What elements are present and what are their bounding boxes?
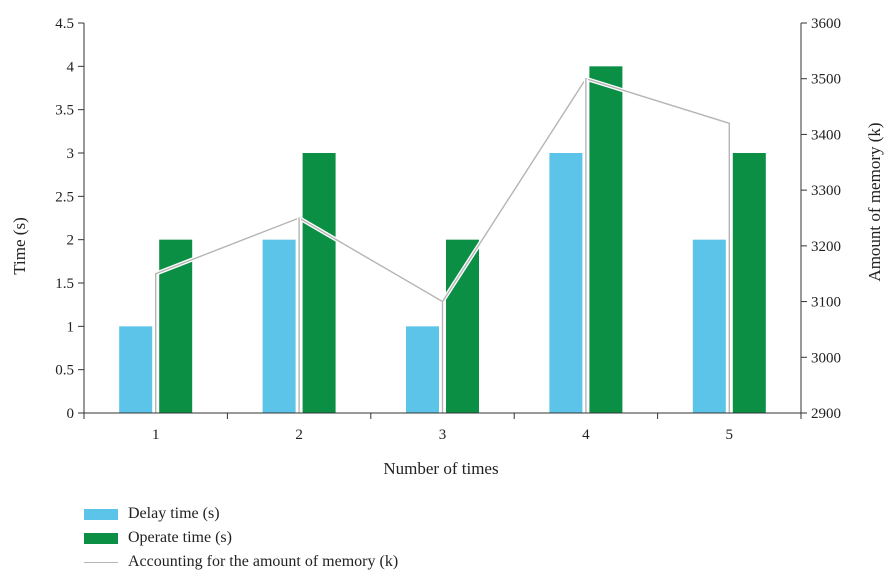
y-tick-label: 3 [67, 146, 75, 162]
y-axis-label: Time (s) [10, 217, 29, 274]
y-tick-label: 1 [67, 319, 75, 335]
axes-layer: 0 0.5 1 1.5 2 2.5 3 3.5 4 4.5 2900 3000 3100 3200 3300… [55, 16, 841, 443]
legend-label-delay: Delay time (s) [128, 505, 220, 522]
y2-tick-label: 3000 [811, 350, 841, 366]
y2-tick-label: 3300 [811, 183, 841, 199]
y-tick-label: 1.5 [55, 276, 74, 292]
legend-swatch-delay [84, 508, 118, 520]
x-tick-label: 4 [582, 427, 590, 443]
x-tick-label: 5 [726, 427, 734, 443]
legend-swatch-memory [84, 561, 118, 563]
legend-item-delay: Delay time (s) [84, 502, 398, 526]
y2-tick-label: 3500 [811, 72, 841, 88]
bar-layer [119, 66, 766, 413]
y-tick-label: 4.5 [55, 16, 74, 32]
y-tick-label: 4 [67, 59, 75, 75]
y2-tick-label: 3400 [811, 127, 841, 143]
x-tick-label: 2 [295, 427, 303, 443]
bar-delay-3 [406, 326, 439, 413]
y-tick-label: 3.5 [55, 103, 74, 119]
bar-delay-4 [549, 153, 583, 413]
x-tick-label: 3 [439, 427, 447, 443]
bar-delay-5 [692, 239, 726, 413]
x-axis-label: Number of times [383, 459, 498, 478]
y2-tick-label: 3600 [811, 16, 841, 32]
line-layer [153, 76, 732, 413]
y2-tick-label: 3200 [811, 239, 841, 255]
y-tick-label: 0.5 [55, 363, 74, 379]
y2-tick-label: 3100 [811, 295, 841, 311]
y-tick-label: 0 [67, 406, 75, 422]
legend-item-memory: Accounting for the amount of memory (k) [84, 550, 398, 574]
bar-operate-5 [732, 153, 766, 413]
y-tick-label: 2 [67, 233, 75, 249]
bar-delay-1 [119, 326, 153, 413]
bar-operate-4 [589, 66, 623, 413]
memory-line [155, 77, 730, 413]
y-tick-label: 2.5 [55, 189, 74, 205]
bar-operate-3 [446, 239, 479, 413]
legend: Delay time (s) Operate time (s) Accounti… [84, 502, 398, 574]
x-tick-label: 1 [152, 427, 160, 443]
bar-delay-2 [262, 239, 296, 413]
legend-item-operate: Operate time (s) [84, 526, 398, 550]
y2-tick-label: 2900 [811, 406, 841, 422]
bar-operate-2 [302, 153, 336, 413]
legend-label-operate: Operate time (s) [128, 529, 232, 546]
legend-swatch-operate [84, 532, 118, 544]
y2-axis-label: Amount of memory (k) [865, 122, 884, 281]
legend-label-memory: Accounting for the amount of memory (k) [128, 553, 399, 570]
